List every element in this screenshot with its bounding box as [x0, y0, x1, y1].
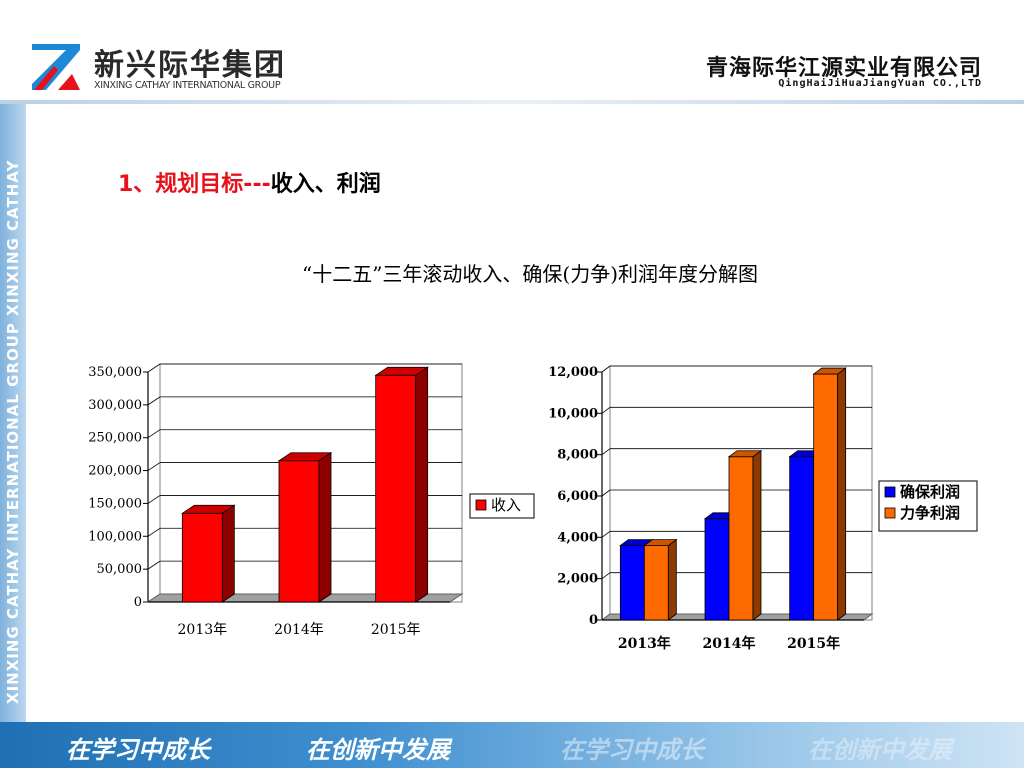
bar-side [318, 451, 332, 603]
revenue-chart-group: 0 50,000 100,000 150,000 200,000 250,000 300,0… [88, 363, 535, 638]
legend-swatch [475, 499, 487, 511]
gridline-side [601, 448, 611, 455]
gridline-side [147, 396, 161, 406]
bar-top [643, 539, 678, 546]
legend [878, 480, 978, 532]
y-tick-label: 8,000 [557, 448, 598, 463]
side-band: XINXING CATHAY INTERNATIONAL GROUP XINXI… [0, 104, 26, 724]
bar-revenue-2015 [375, 374, 417, 603]
gridline-side [601, 531, 611, 538]
x-tick-label: 2013年 [618, 635, 671, 652]
legend-label: 力争利润 [900, 504, 960, 522]
bar-guaranteed-2015 [789, 456, 815, 621]
company-name-en: QingHaiJiHuaJiangYuan CO.,LTD [778, 78, 982, 89]
y-tick-label: 300,000 [88, 398, 142, 413]
y-tick-label: 0 [589, 613, 598, 628]
bar-side [221, 504, 235, 603]
group-logo-icon [32, 44, 80, 90]
bar-top [727, 450, 763, 458]
y-tick-label: 150,000 [88, 496, 142, 511]
gridline-side [147, 593, 161, 603]
y-tick-label: 250,000 [88, 431, 142, 446]
bar-revenue-2014 [278, 460, 320, 603]
bar-top [181, 504, 236, 514]
legend-label: 收入 [491, 496, 521, 514]
gridline-side [601, 365, 611, 373]
footer-banner: 在学习中成长 在创新中发展 在学习中成长 在创新中发展 [0, 722, 1024, 768]
x-tick-label: 2015年 [371, 622, 421, 638]
bar-top [788, 450, 823, 458]
x-tick-label: 2014年 [703, 635, 756, 652]
gridline-side [147, 495, 161, 504]
bar-side [667, 538, 677, 621]
y-tick-label: 10,000 [548, 406, 598, 421]
bar-strive-2015 [813, 373, 839, 621]
x-tick-label: 2014年 [274, 622, 324, 638]
bar-top [277, 452, 333, 462]
gridline-side [147, 527, 161, 537]
bar-top [812, 367, 847, 375]
chart-floor [600, 613, 874, 621]
y-tick-label: 50,000 [97, 562, 143, 577]
section-title-text: 收入、利润 [270, 172, 381, 197]
y-tick-label: 200,000 [88, 464, 142, 479]
x-tick-label: 2013年 [178, 622, 228, 638]
y-tick-label: 6,000 [557, 489, 598, 504]
gridline-side [147, 429, 161, 439]
footer-slogan: 在创新中发展 [808, 736, 952, 764]
bar-side [813, 449, 823, 621]
bar-side [728, 511, 738, 621]
gridline-side [601, 613, 611, 621]
bar-revenue-2013 [181, 512, 223, 603]
bar-strive-2014 [728, 456, 754, 621]
footer-slogan: 在学习中成长 [66, 736, 210, 764]
footer-slogan: 在学习中成长 [560, 736, 704, 764]
gridline-side [147, 363, 161, 373]
gridline-side [601, 572, 611, 579]
y-tick-label: 350,000 [88, 365, 142, 380]
group-name-en: XINXING CATHAY INTERNATIONAL GROUP [94, 80, 281, 91]
gridline-side [147, 560, 161, 570]
section-title-number: 1、规划目标--- [118, 172, 271, 197]
legend-swatch [884, 507, 896, 519]
bar-guaranteed-2013 [619, 545, 645, 621]
legend [469, 493, 535, 519]
gridline-side [601, 407, 611, 414]
y-tick-label: 12,000 [548, 365, 598, 380]
group-name-cn: 新兴际华集团 [94, 48, 286, 83]
company-name-cn: 青海际华江源实业有限公司 [705, 56, 982, 81]
gridline-side [601, 489, 611, 497]
x-tick-label: 2015年 [787, 635, 840, 652]
bar-side [415, 366, 429, 603]
bar-top [703, 512, 739, 520]
profit-chart-group: 0 2,000 4,000 6,000 8,000 10,000 12,000 2013年 20… [548, 365, 978, 652]
header-divider [0, 100, 1024, 104]
chart-floor [146, 593, 464, 603]
bar-top [619, 539, 654, 546]
bar-guaranteed-2014 [704, 518, 730, 621]
y-tick-label: 0 [134, 595, 142, 610]
bar-side [643, 538, 653, 621]
y-tick-label: 4,000 [557, 530, 598, 545]
bar-side [752, 449, 762, 621]
y-tick-label: 2,000 [557, 572, 598, 587]
gridline-side [147, 462, 161, 471]
plot-area [159, 363, 463, 603]
side-band-text: XINXING CATHAY INTERNATIONAL GROUP XINXI… [4, 159, 22, 704]
header: 新兴际华集团 XINXING CATHAY INTERNATIONAL GROU… [0, 0, 1024, 104]
chart-caption: “十二五”三年滚动收入、确保(力争)利润年度分解图 [301, 262, 759, 286]
plot-area [609, 365, 873, 621]
legend-label: 确保利润 [900, 483, 960, 501]
footer-slogan: 在创新中发展 [306, 736, 450, 764]
bar-top [374, 366, 429, 376]
bar-side [837, 367, 847, 621]
bar-strive-2013 [643, 545, 669, 621]
legend-swatch [884, 486, 896, 498]
y-tick-label: 100,000 [88, 529, 142, 544]
section-title: 1、规划目标---收入、利润 [118, 166, 381, 198]
